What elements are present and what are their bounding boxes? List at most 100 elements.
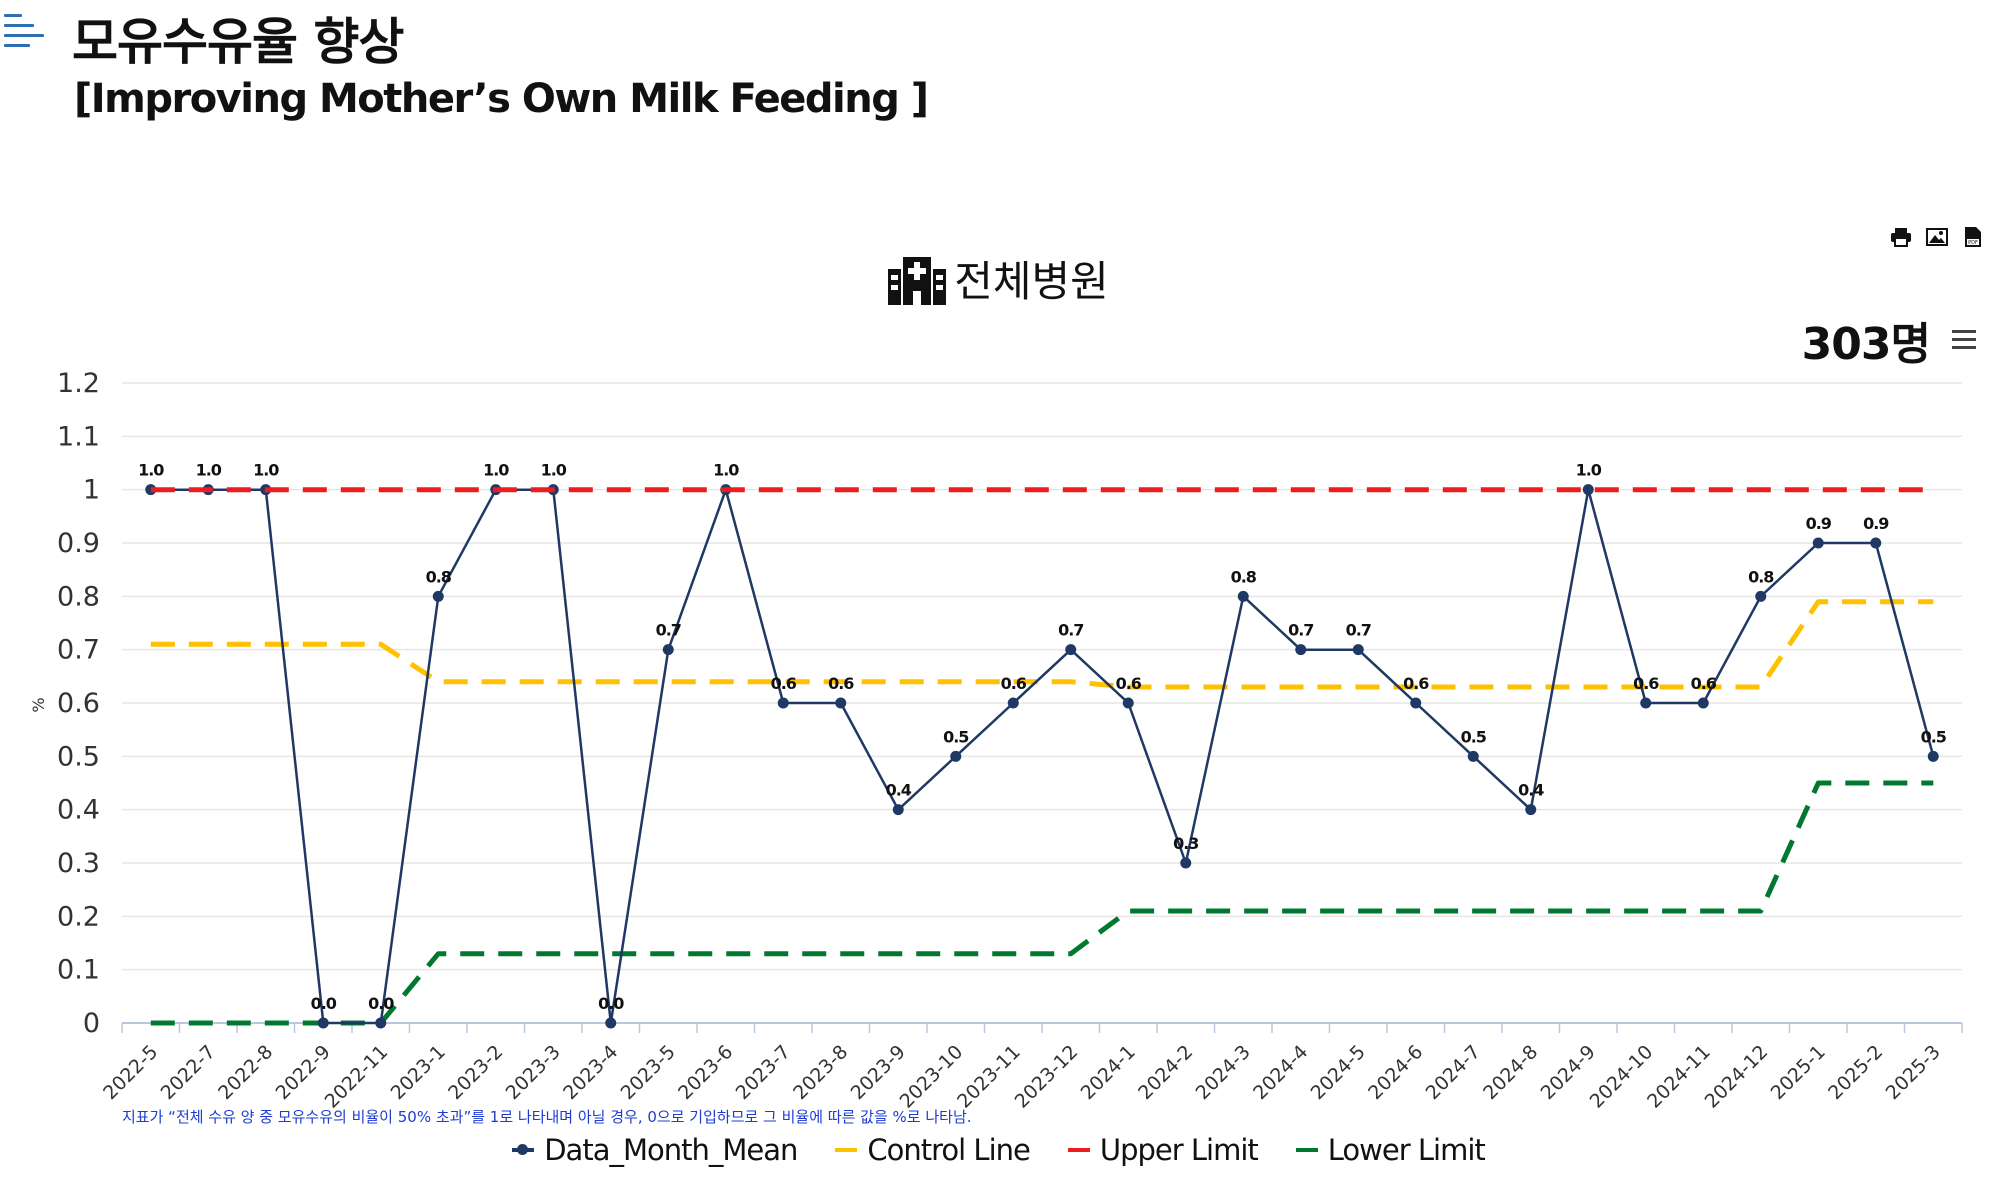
data-point xyxy=(605,1017,617,1029)
y-tick-label: 0 xyxy=(83,1008,100,1039)
data-point xyxy=(1180,857,1192,869)
legend-label-lower: Lower Limit xyxy=(1327,1133,1486,1167)
data-label: 1.0 xyxy=(713,461,739,480)
data-label: 0.0 xyxy=(598,994,624,1013)
pdf-export-icon[interactable]: PDF xyxy=(1960,224,1986,250)
x-tick-label: 2025-2 xyxy=(1824,1041,1887,1104)
x-tick-label: 2024-4 xyxy=(1249,1041,1312,1104)
data-point xyxy=(835,697,847,709)
y-tick-label: 1 xyxy=(83,475,100,506)
data-point xyxy=(1410,697,1422,709)
legend-marker-control xyxy=(835,1148,858,1152)
series-line-data-month-mean xyxy=(150,488,1935,1025)
data-point xyxy=(375,1017,387,1029)
data-point xyxy=(1295,644,1307,656)
y-tick-label: 0.2 xyxy=(57,901,100,932)
x-tick-label: 2022-7 xyxy=(157,1041,220,1104)
data-point xyxy=(1122,697,1134,709)
data-label: 1.0 xyxy=(483,461,509,480)
data-label: 0.7 xyxy=(1346,621,1371,640)
y-tick-label: 0.6 xyxy=(57,688,100,719)
x-tick-label: 2024-3 xyxy=(1192,1041,1255,1104)
x-tick-label: 2023-1 xyxy=(387,1041,450,1104)
legend-item-mean[interactable]: Data_Month_Mean xyxy=(512,1133,798,1167)
x-tick-label: 2024-8 xyxy=(1479,1041,1542,1104)
chart-note: 지표가 “전체 수유 양 중 모유수유의 비율이 50% 초과”를 1로 나타내… xyxy=(122,1108,972,1126)
y-tick-label: 1.1 xyxy=(57,421,100,452)
data-point xyxy=(1582,484,1594,496)
data-label: 1.0 xyxy=(253,461,279,480)
data-label: 0.6 xyxy=(1691,674,1717,693)
data-point xyxy=(950,750,962,762)
legend-label-mean: Data_Month_Mean xyxy=(544,1133,798,1167)
data-point xyxy=(1467,750,1479,762)
data-label: 0.0 xyxy=(368,994,394,1013)
data-point xyxy=(1237,590,1249,602)
export-toolbar: PDF xyxy=(1888,224,1986,254)
data-label: 0.8 xyxy=(1231,567,1257,586)
data-point xyxy=(317,1017,329,1029)
legend-item-lower[interactable]: Lower Limit xyxy=(1295,1133,1486,1167)
data-label: 0.9 xyxy=(1863,514,1889,533)
data-point xyxy=(662,644,674,656)
legend-item-control[interactable]: Control Line xyxy=(835,1133,1031,1167)
data-point xyxy=(145,484,157,496)
print-icon[interactable] xyxy=(1888,224,1914,250)
data-label: 1.0 xyxy=(196,461,222,480)
y-tick-label: 0.1 xyxy=(57,955,100,986)
legend-item-upper[interactable]: Upper Limit xyxy=(1067,1133,1259,1167)
series-line-lower-limit xyxy=(150,780,1934,1026)
data-label: 0.6 xyxy=(1116,674,1142,693)
data-point xyxy=(1697,697,1709,709)
data-label: 0.6 xyxy=(1403,674,1429,693)
data-label: 0.6 xyxy=(771,674,797,693)
page-title: 모유수유율 향상 xyxy=(72,13,404,71)
legend-marker-mean xyxy=(512,1144,535,1155)
data-point xyxy=(1927,750,1939,762)
svg-text:PDF: PDF xyxy=(1968,240,1978,246)
data-label: 1.0 xyxy=(1576,461,1602,480)
hamburger-menu-icon[interactable] xyxy=(4,14,44,58)
data-label: 1.0 xyxy=(541,461,567,480)
x-tick-label: 2024-5 xyxy=(1307,1041,1370,1104)
page-subtitle: [Improving Mother’s Own Milk Feeding ] xyxy=(74,76,929,122)
image-export-icon[interactable] xyxy=(1924,224,1950,250)
x-tick-label: 2022-8 xyxy=(214,1041,277,1104)
series-line-control-line xyxy=(150,599,1934,690)
y-tick-label: 0.4 xyxy=(57,795,100,826)
data-label: 0.4 xyxy=(886,781,912,800)
legend-marker-upper xyxy=(1067,1148,1090,1152)
chart-title: 전체병원 xyxy=(0,248,1997,309)
x-tick-label: 2022-11 xyxy=(321,1041,393,1110)
x-tick-label: 2023-8 xyxy=(789,1041,852,1104)
data-label: 0.5 xyxy=(943,727,969,746)
x-tick-label: 2023-4 xyxy=(559,1041,622,1104)
data-label: 0.0 xyxy=(311,994,337,1013)
x-tick-label: 2024-7 xyxy=(1422,1041,1485,1104)
data-point xyxy=(1812,537,1824,549)
page-header: 모유수유율 향상 [Improving Mother’s Own Milk Fe… xyxy=(0,0,1997,150)
y-tick-label: 1.2 xyxy=(57,368,100,399)
x-tick-label: 2023-2 xyxy=(444,1041,507,1104)
control-chart: 0 0.1 0.2 0.3 0.4 0.5 0.6 0.7 0.8 0.9 1 1.1 1.2 2022-… xyxy=(29,368,1963,1110)
x-tick-label: 2024-6 xyxy=(1364,1041,1427,1104)
y-tick-label: 0.3 xyxy=(57,848,100,879)
data-label: 0.6 xyxy=(828,674,854,693)
data-label: 0.3 xyxy=(1173,834,1198,853)
x-tick-label: 2023-5 xyxy=(617,1041,680,1104)
legend-marker-lower xyxy=(1295,1148,1318,1152)
data-label: 0.5 xyxy=(1921,727,1947,746)
data-point xyxy=(892,804,904,816)
data-point xyxy=(1525,804,1537,816)
x-tick-label: 2024-1 xyxy=(1077,1041,1140,1104)
data-label: 0.4 xyxy=(1518,781,1544,800)
chart-context-menu-icon[interactable] xyxy=(1952,330,1976,352)
data-point xyxy=(1870,537,1882,549)
y-axis-title: % xyxy=(29,697,48,712)
x-tick-label: 2024-2 xyxy=(1134,1041,1197,1104)
y-tick-label: 0.9 xyxy=(57,528,100,559)
x-tick-label: 2024-12 xyxy=(1701,1041,1773,1110)
data-point xyxy=(1007,697,1019,709)
data-label: 0.6 xyxy=(1633,674,1659,693)
data-point xyxy=(777,697,789,709)
